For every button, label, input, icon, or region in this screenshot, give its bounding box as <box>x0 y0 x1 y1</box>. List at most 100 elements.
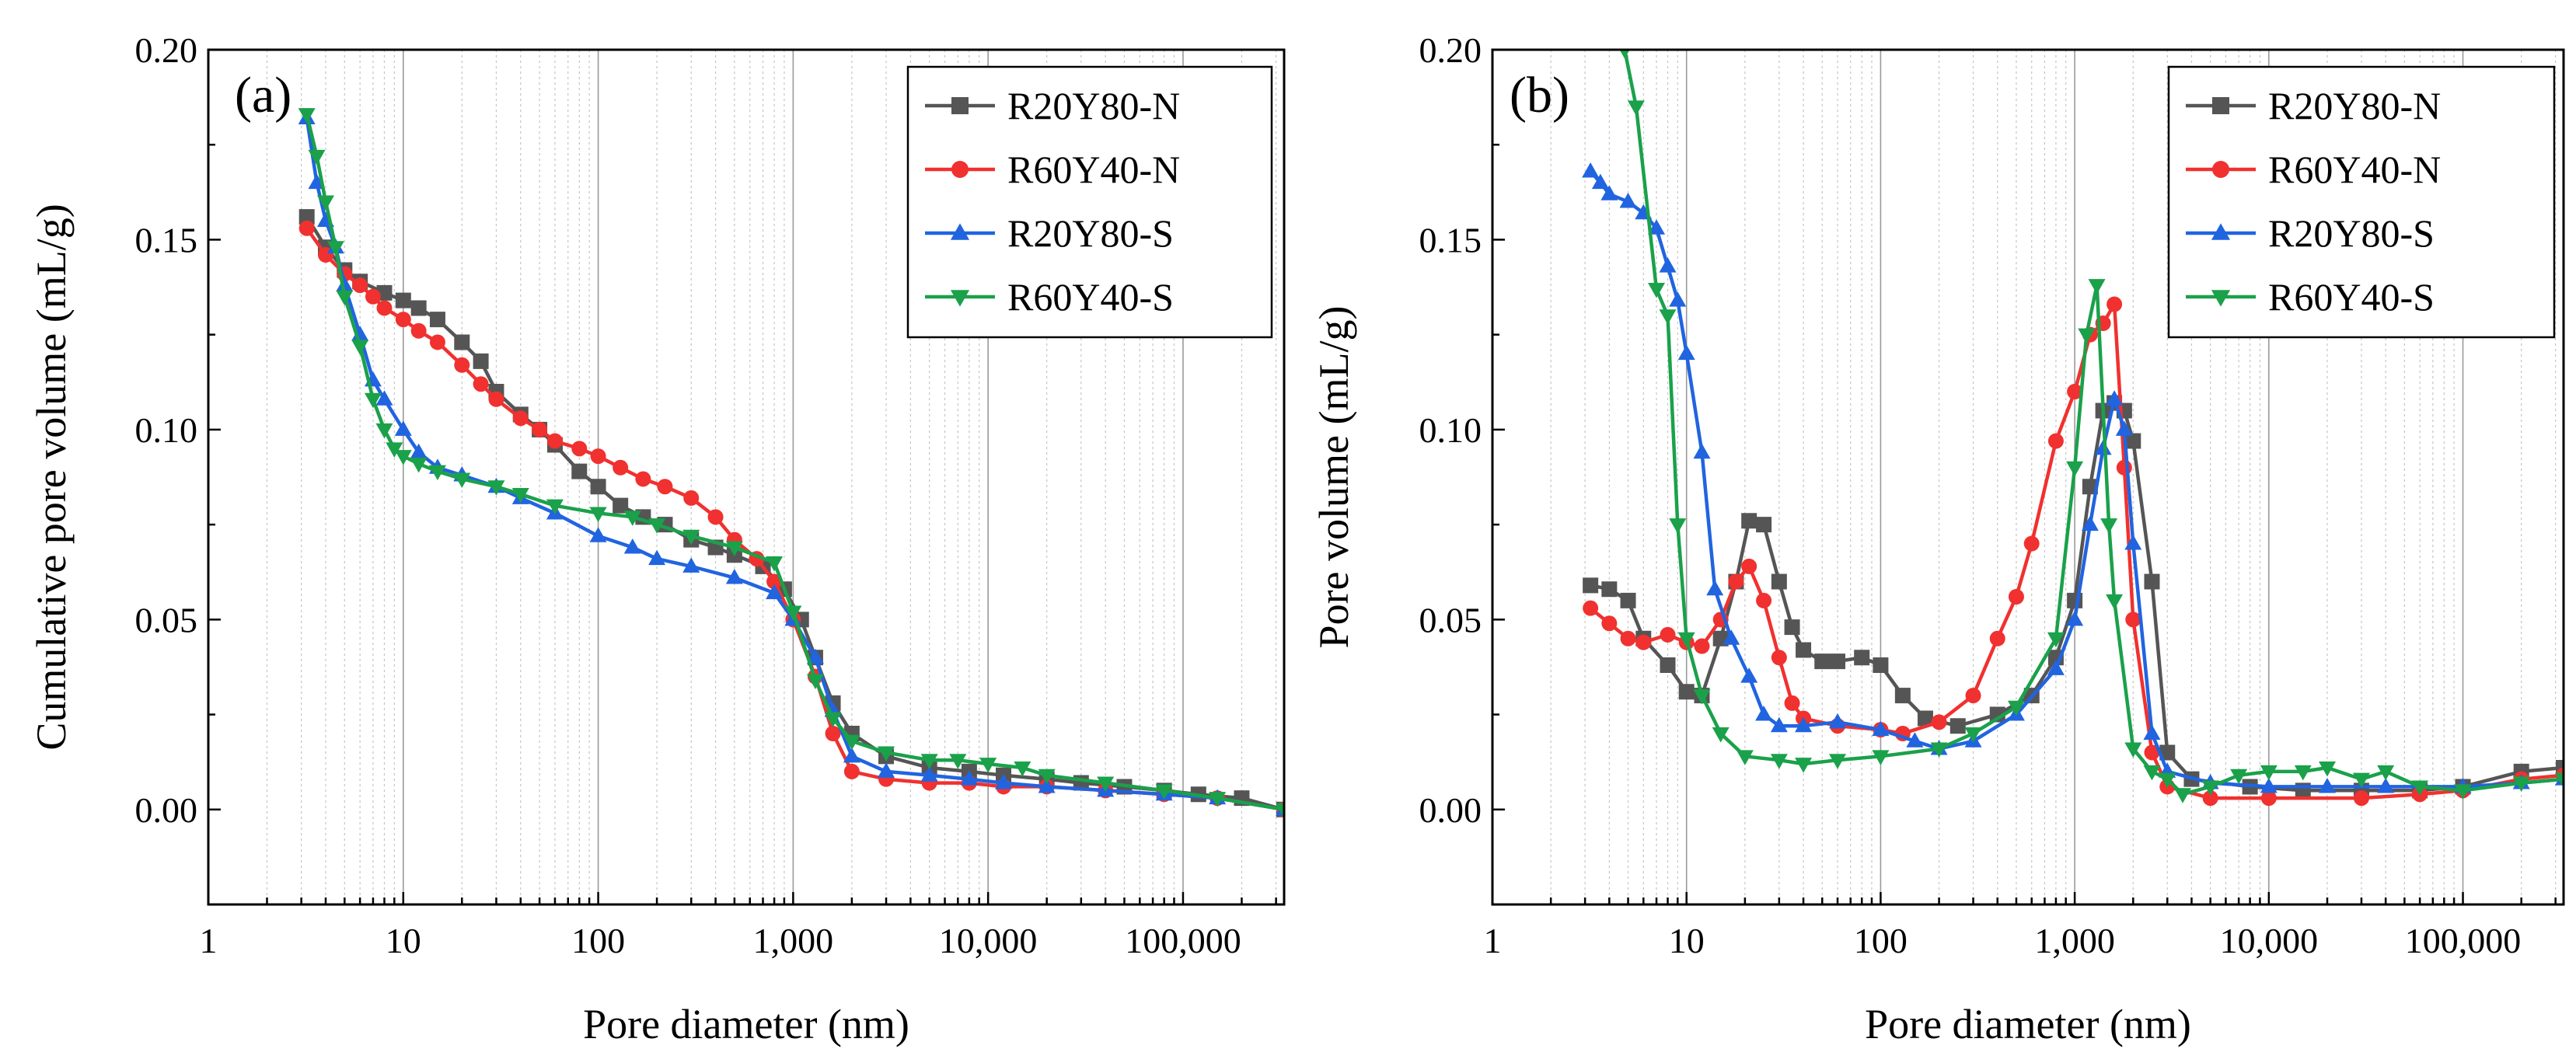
panel-a-point-r60y40-n <box>365 288 381 305</box>
panel-b-point-r60y40-s <box>2377 765 2395 781</box>
panel-b-point-r20y80-n <box>1814 653 1831 670</box>
panel-a-point-r60y40-n <box>613 459 629 476</box>
panel-b-point-r60y40-s <box>1795 758 1813 773</box>
panel-a-point-r60y40-n <box>488 391 504 407</box>
panel-b-point-r60y40-n <box>2144 744 2160 761</box>
panel-b-point-r20y80-s <box>2106 390 2124 406</box>
panel-a-x-tick-label: 10,000 <box>939 921 1038 960</box>
panel-b-point-r20y80-s <box>2115 420 2133 436</box>
panel-b-point-r20y80-s <box>2143 724 2161 740</box>
panel-a-point-r60y40-s <box>766 556 784 572</box>
panel-a-point-r60y40-n <box>532 421 548 437</box>
panel-b-x-tick-label: 10,000 <box>2220 921 2319 960</box>
panel-a-point-r60y40-n <box>707 509 724 525</box>
panel-b-point-r60y40-n <box>1728 573 1744 590</box>
panel-b-point-r60y40-n <box>2116 459 2132 476</box>
panel-b-point-r60y40-s <box>1619 50 1630 59</box>
panel-a-point-r60y40-n <box>766 573 783 590</box>
panel-a-point-r60y40-n <box>395 312 411 328</box>
panel-b-point-r60y40-s <box>2124 742 2142 758</box>
panel-b-point-r60y40-n <box>2353 790 2369 807</box>
panel-b-point-r60y40-s <box>2106 594 2124 610</box>
panel-b-point-r20y80-s <box>2094 439 2112 455</box>
panel-a-plot-frame <box>207 48 1286 906</box>
panel-b-point-r20y80-n <box>1949 718 1966 734</box>
panel-b-point-r20y80-n <box>1601 581 1618 598</box>
panel-b-y-tick-label: 0.10 <box>1419 410 1482 450</box>
panel-a-point-r60y40-n <box>429 334 445 350</box>
panel-b-point-r20y80-s <box>2066 610 2084 626</box>
panel-b-point-r60y40-s <box>2143 765 2161 781</box>
panel-b-panel-label: (b) <box>1510 67 1569 124</box>
panel-a-point-r20y80-n <box>590 479 606 495</box>
panel-a-x-tick-label: 100,000 <box>1125 921 1241 960</box>
panel-b-point-r60y40-s <box>2007 700 2025 716</box>
panel-a-point-r60y40-s <box>351 340 369 355</box>
panel-a-x-tick-label: 1 <box>200 921 218 960</box>
panel-b-point-r60y40-n <box>1620 630 1636 646</box>
panel-b-point-r60y40-n <box>1989 630 2005 646</box>
panel-b-legend: R20Y80-N R60Y40-N R20Y80-S R60Y40-S <box>2167 65 2556 339</box>
panel-a-point-r60y40-s <box>375 423 393 439</box>
panel-a-legend-label: R20Y80-S <box>1007 211 1174 255</box>
panel-a-y-tick-label: 0.10 <box>135 410 198 450</box>
panel-b-point-r20y80-n <box>1583 577 1599 594</box>
panel-b-point-r60y40-n <box>1583 600 1599 616</box>
panel-a-point-r20y80-n <box>410 300 427 316</box>
panel-b-point-r60y40-s <box>1964 727 1982 743</box>
panel-a-x-tick-label: 100 <box>571 921 625 960</box>
panel-a-point-r60y40-s <box>806 674 824 690</box>
panel-a-point-r60y40-s <box>487 480 505 496</box>
panel-a-legend-marker <box>951 161 969 178</box>
panel-b-point-r60y40-s <box>2318 762 2336 777</box>
panel-b-y-axis-title: Pore volume (mL/g) <box>1311 306 1357 649</box>
panel-b-point-r20y80-s <box>2081 515 2099 531</box>
panel-a-point-r60y40-s <box>364 392 382 409</box>
panel-a-legend-label: R20Y80-N <box>1007 84 1180 127</box>
panel-b-legend-label: R60Y40-S <box>2268 275 2435 319</box>
panel-b-point-r60y40-s <box>1659 309 1677 325</box>
panel-a-point-r60y40-n <box>657 479 673 495</box>
panel-a-point-r60y40-s <box>623 511 641 526</box>
panel-b-point-r60y40-n <box>2047 433 2064 449</box>
panel-a-point-r60y40-n <box>410 322 427 339</box>
panel-b-point-r60y40-s <box>2078 328 2096 344</box>
panel-a-point-r60y40-n <box>298 220 315 236</box>
panel-a-point-r60y40-s <box>316 195 334 211</box>
panel-a-point-r60y40-s <box>1209 792 1227 807</box>
panel-a-point-r60y40-n <box>473 376 489 392</box>
panel-b-point-r20y80-s <box>1600 185 1618 200</box>
panel-a-point-r60y40-s <box>878 746 895 762</box>
panel-b-point-r60y40-s <box>1669 518 1687 534</box>
panel-a-y-tick-label: 0.15 <box>135 220 198 260</box>
panel-b-plot-frame <box>1491 48 2565 906</box>
panel-b-legend-box <box>2167 65 2556 339</box>
panel-a-point-r20y80-s <box>1038 777 1056 793</box>
panel-b-point-r60y40-s <box>2047 632 2065 648</box>
panel-a-point-r20y80-n <box>395 292 411 308</box>
panel-b-point-r20y80-s <box>1706 580 1724 596</box>
panel-a-point-r60y40-n <box>683 490 700 506</box>
panel-b-legend-item-r20y80-s: R20Y80-S <box>2186 211 2435 255</box>
panel-a-x-tick-label: 1,000 <box>753 921 834 960</box>
panel-a-point-r20y80-s <box>336 276 354 292</box>
panel-b-point-r20y80-s <box>1770 716 1788 733</box>
panel-a-point-r60y40-n <box>635 471 651 487</box>
panel-b-point-r20y80-s <box>2377 777 2395 793</box>
panel-b-point-r60y40-s <box>1627 100 1645 116</box>
panel-a-point-r20y80-s <box>375 390 393 406</box>
panel-b-point-r60y40-s <box>2100 518 2118 534</box>
panel-b-x-axis: 1 10 100 1,000 10,000 100,000 <box>1484 892 2557 960</box>
panel-a-point-r60y40-s <box>725 541 743 556</box>
panel-b-legend-marker <box>2211 223 2231 240</box>
panel-a-series-line-r60y40-s <box>305 113 1284 812</box>
panel-a-series-line-r20y80-s <box>305 117 1284 812</box>
panel-b-point-r20y80-s <box>1669 291 1687 307</box>
panel-a-point-r60y40-s <box>546 499 564 515</box>
panel-b-point-r60y40-s <box>1712 727 1730 743</box>
panel-b-point-r20y80-n <box>1830 653 1846 670</box>
panel-a-point-r60y40-s <box>326 241 344 256</box>
panel-b-point-r60y40-s <box>1677 632 1695 648</box>
panel-a-point-r20y80-s <box>878 762 895 778</box>
panel-a-point-r60y40-s <box>648 518 666 534</box>
